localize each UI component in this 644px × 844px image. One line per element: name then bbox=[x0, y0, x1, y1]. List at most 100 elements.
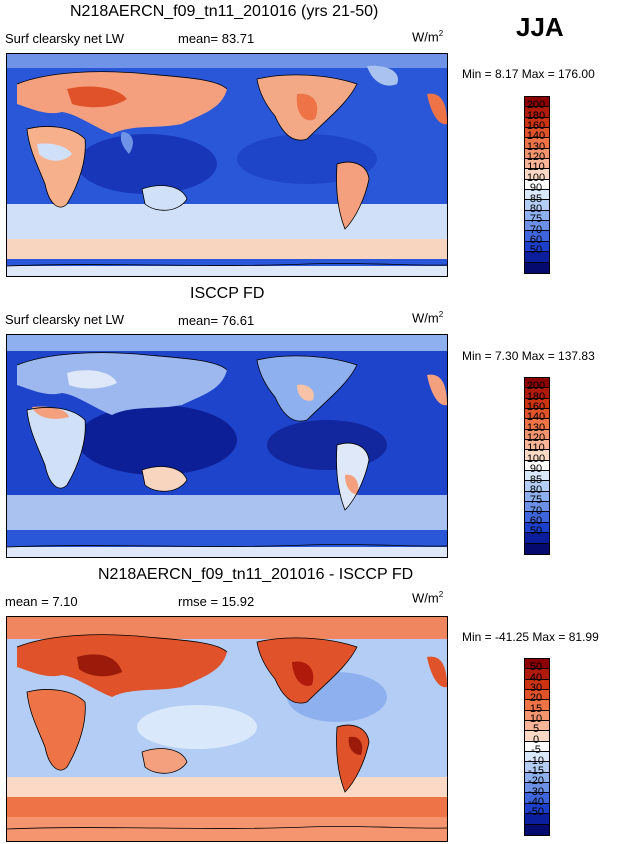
colorbar-segment bbox=[525, 533, 549, 544]
colorbar-segment bbox=[525, 169, 549, 180]
panel1-colorbar bbox=[524, 96, 550, 274]
colorbar-segment bbox=[525, 481, 549, 492]
colorbar-tick-label: 100 bbox=[526, 171, 546, 184]
colorbar-segment bbox=[525, 200, 549, 211]
colorbar-tick-label: 40 bbox=[529, 671, 543, 684]
colorbar-segment bbox=[525, 679, 549, 691]
colorbar-tick-label: 180 bbox=[526, 109, 546, 122]
colorbar-segment bbox=[525, 690, 549, 701]
season-label: JJA bbox=[516, 12, 564, 42]
colorbar-tick-label: 80 bbox=[529, 202, 543, 215]
colorbar-segment bbox=[525, 231, 549, 242]
colorbar-tick-label: 75 bbox=[529, 494, 543, 507]
colorbar-segment bbox=[525, 491, 549, 503]
colorbar-segment bbox=[525, 190, 549, 201]
panel3-title: N218AERCN_f09_tn11_201016 - ISCCP FD bbox=[98, 566, 414, 583]
colorbar-segment bbox=[525, 502, 549, 513]
colorbar-tick-label: 120 bbox=[526, 151, 546, 164]
panel1-units: W/m2 bbox=[412, 29, 444, 45]
colorbar-tick-label: 5 bbox=[532, 723, 540, 736]
colorbar-segment bbox=[525, 460, 549, 472]
colorbar-segment bbox=[525, 700, 549, 711]
colorbar-tick-label: 180 bbox=[526, 390, 546, 403]
colorbar-segment bbox=[525, 762, 549, 773]
colorbar-tick-label: 85 bbox=[529, 192, 543, 205]
colorbar-tick-label: 70 bbox=[529, 223, 543, 236]
colorbar-tick-label: -15 bbox=[528, 764, 544, 777]
colorbar-segment bbox=[525, 241, 549, 253]
colorbar-tick-label: 110 bbox=[527, 161, 545, 174]
panel3-map bbox=[6, 616, 448, 842]
colorbar-tick-label: -5 bbox=[531, 744, 541, 757]
colorbar-segment bbox=[525, 450, 549, 461]
colorbar-segment bbox=[525, 824, 549, 835]
colorbar-segment bbox=[525, 803, 549, 815]
panel3-rmse: rmse = 15.92 bbox=[178, 594, 255, 609]
colorbar-segment bbox=[525, 721, 549, 732]
panel1-minmax: Min = 8.17 Max = 176.00 bbox=[462, 67, 595, 81]
colorbar-segment bbox=[525, 731, 549, 742]
colorbar-segment bbox=[525, 772, 549, 784]
panel2-map-field bbox=[7, 335, 447, 557]
panel3-minmax: Min = -41.25 Max = 81.99 bbox=[462, 630, 599, 644]
colorbar-segment bbox=[525, 398, 549, 410]
colorbar-segment bbox=[525, 669, 549, 680]
panel1-title: N218AERCN_f09_tn11_201016 (yrs 21-50) bbox=[70, 3, 379, 20]
colorbar-tick-label: 140 bbox=[526, 130, 546, 143]
colorbar-tick-label: 200 bbox=[526, 380, 546, 393]
panel1-mean: mean= 83.71 bbox=[178, 31, 255, 46]
colorbar-tick-label: 85 bbox=[529, 473, 543, 486]
colorbar-tick-label: -30 bbox=[528, 785, 544, 798]
colorbar-tick-label: 50 bbox=[529, 244, 543, 257]
colorbar-segment bbox=[525, 659, 549, 670]
panel2-title: ISCCP FD bbox=[190, 285, 265, 302]
colorbar-tick-label: 130 bbox=[526, 421, 546, 434]
colorbar-segment bbox=[525, 388, 549, 399]
colorbar-tick-label: 200 bbox=[526, 99, 546, 112]
colorbar-tick-label: 160 bbox=[526, 120, 546, 133]
colorbar-tick-label: 15 bbox=[529, 702, 543, 715]
colorbar-segment bbox=[525, 512, 549, 523]
colorbar-segment bbox=[525, 262, 549, 273]
colorbar-segment bbox=[525, 252, 549, 263]
colorbar-segment bbox=[525, 107, 549, 118]
colorbar-segment bbox=[525, 741, 549, 753]
panel3-mean: mean = 7.10 bbox=[5, 594, 78, 609]
panel3-units: W/m2 bbox=[412, 590, 444, 606]
panel2-minmax: Min = 7.30 Max = 137.83 bbox=[462, 349, 595, 363]
colorbar-tick-label: -50 bbox=[528, 806, 544, 819]
colorbar-segment bbox=[525, 409, 549, 420]
colorbar-segment bbox=[525, 117, 549, 129]
colorbar-tick-label: 110 bbox=[527, 442, 545, 455]
panel2-colorbar bbox=[524, 377, 550, 555]
colorbar-segment bbox=[525, 440, 549, 451]
panel2-mean: mean= 76.61 bbox=[178, 313, 255, 328]
colorbar-tick-label: 75 bbox=[529, 213, 543, 226]
colorbar-segment bbox=[525, 522, 549, 534]
colorbar-segment bbox=[525, 752, 549, 763]
colorbar-tick-label: 10 bbox=[529, 713, 543, 726]
colorbar-tick-label: 30 bbox=[529, 682, 543, 695]
colorbar-tick-label: 160 bbox=[526, 401, 546, 414]
colorbar-tick-label: 80 bbox=[529, 483, 543, 496]
colorbar-segment bbox=[525, 128, 549, 139]
colorbar-segment bbox=[525, 783, 549, 794]
colorbar-segment bbox=[525, 148, 549, 160]
panel2-map bbox=[6, 334, 448, 558]
colorbar-tick-label: 100 bbox=[526, 452, 546, 465]
colorbar-segment bbox=[525, 138, 549, 149]
panel1-map-field bbox=[7, 54, 447, 276]
colorbar-tick-label: -20 bbox=[528, 775, 544, 788]
colorbar-tick-label: 70 bbox=[529, 504, 543, 517]
panel3-colorbar bbox=[524, 658, 550, 836]
colorbar-segment bbox=[525, 710, 549, 722]
panel1-variable-label: Surf clearsky net LW bbox=[5, 31, 124, 46]
colorbar-tick-label: 50 bbox=[529, 661, 543, 674]
colorbar-segment bbox=[525, 378, 549, 389]
colorbar-segment bbox=[525, 179, 549, 191]
colorbar-segment bbox=[525, 159, 549, 170]
colorbar-segment bbox=[525, 210, 549, 222]
colorbar-tick-label: 20 bbox=[529, 692, 543, 705]
colorbar-segment bbox=[525, 471, 549, 482]
colorbar-tick-label: 60 bbox=[529, 233, 543, 246]
